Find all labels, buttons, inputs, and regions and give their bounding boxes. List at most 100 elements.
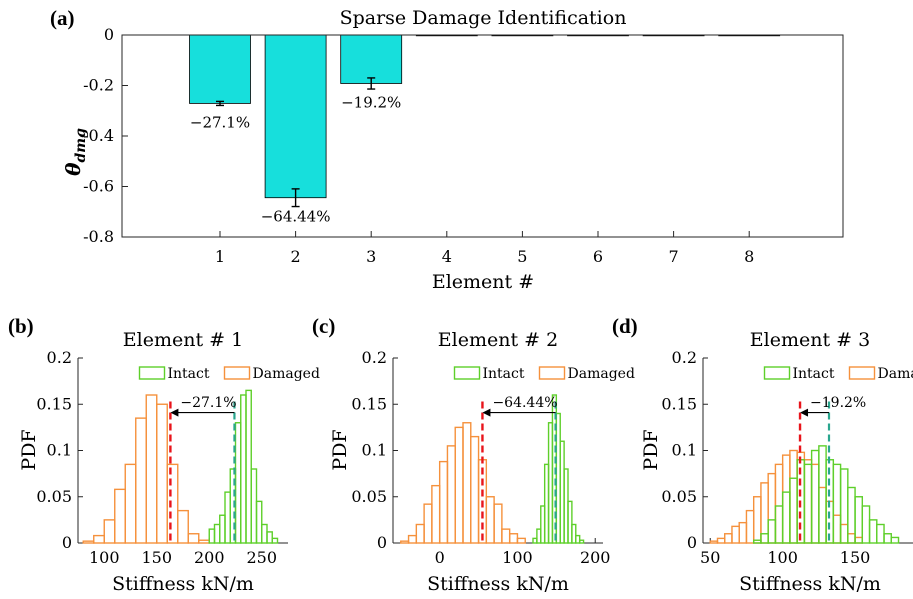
shift-annotation-d: −19.2% (810, 395, 866, 411)
damaged-bin-b (156, 403, 168, 544)
intact-bin-d (760, 533, 769, 544)
y-tick-label-b: 0.15 (36, 394, 72, 413)
x-tick-label-b: 150 (141, 548, 172, 567)
x-axis-label-d: Stiffness kN/m (739, 573, 881, 595)
x-tick-label-d: 150 (840, 548, 871, 567)
x-tick-label-d: 50 (700, 548, 720, 567)
intact-bin-c (578, 539, 585, 544)
damaged-bin-b (145, 394, 158, 544)
damaged-bin-d (818, 486, 827, 544)
intact-bin-d (868, 519, 878, 544)
damaged-bin-c (438, 460, 449, 544)
damaged-bin-b (124, 463, 137, 544)
intact-bin-d (767, 519, 777, 544)
histogram-panel-d: (d) Element # 3 0 0.05 0.1 0.15 0.2 50 100 150 −… (612, 314, 913, 595)
intact-bin-d (890, 536, 900, 544)
damaged-bin-d (781, 454, 791, 544)
intact-bin-d (883, 533, 892, 544)
damaged-bin-d (774, 463, 784, 544)
x-axis-label-b: Stiffness kN/m (112, 573, 254, 595)
y-tick-label-a: -0.8 (83, 227, 114, 246)
x-tick-label-a: 1 (215, 247, 225, 266)
y-tick-label-c: 0.1 (362, 441, 387, 460)
damaged-bin-c (501, 528, 511, 544)
y-tick-label-d: 0 (687, 533, 697, 552)
damaged-bin-c (446, 445, 456, 544)
y-tick-label-c: 0.15 (351, 394, 387, 413)
intact-bin-b (255, 500, 263, 544)
damaged-bin-d (854, 536, 864, 544)
intact-bin-b (234, 422, 242, 544)
shift-arrow-head-c (482, 408, 491, 417)
bar-data-label: −27.1% (190, 113, 250, 131)
y-tick-label-d: 0.05 (661, 487, 697, 506)
intact-bin-d (774, 505, 784, 544)
x-tick-label-b: 100 (89, 548, 120, 567)
x-axis-label-a: Element # (432, 271, 534, 293)
damaged-bin-d (810, 463, 820, 544)
damaged-bin-c (431, 484, 441, 544)
shift-annotation-c: −64.44% (492, 395, 557, 411)
legend-swatch-intact-b (138, 366, 166, 380)
legend-swatch-damaged-d (848, 366, 876, 380)
x-tick-label-a: 8 (744, 247, 754, 266)
intact-bin-d (854, 496, 864, 544)
legend-swatch-intact-d (763, 366, 791, 380)
intact-bin-b (208, 528, 216, 544)
damaged-bin-c (400, 540, 410, 544)
damaged-bin-d (731, 525, 740, 544)
chart-title-d: Element # 3 (750, 329, 870, 351)
damaged-bin-d (803, 459, 813, 544)
intact-bin-d (861, 505, 871, 544)
bar-data-label: −64.44% (261, 208, 331, 226)
damaged-bin-d (832, 514, 842, 544)
damaged-bin-c (493, 503, 503, 544)
damaged-bin-b (135, 417, 147, 544)
y-tick-label-d: 0.2 (672, 348, 697, 367)
damaged-bin-c (485, 496, 495, 544)
legend-label-damaged-c: Damaged (568, 366, 635, 382)
bar-element-2 (264, 34, 327, 199)
damaged-bin-b (198, 539, 210, 544)
damaged-bin-d (789, 449, 798, 544)
intact-bin-d (832, 463, 842, 544)
panel-label-c: (c) (312, 314, 335, 338)
y-tick-label-a: 0 (104, 25, 114, 44)
bar-data-label: −19.2% (341, 93, 401, 111)
intact-bin-d (818, 445, 827, 544)
y-tick-label-b: 0.05 (36, 487, 72, 506)
intact-bin-b (266, 531, 273, 544)
intact-bin-d (839, 468, 849, 544)
legend-label-intact-b: Intact (168, 366, 210, 382)
intact-bin-d (803, 463, 813, 544)
x-tick-label-a: 7 (669, 247, 679, 266)
damaged-bin-d (709, 540, 719, 544)
damaged-bin-c (462, 422, 472, 544)
chart-title-a: Sparse Damage Identification (340, 7, 627, 29)
damaged-bin-d (767, 472, 777, 544)
panel-label-d: (d) (612, 314, 638, 338)
intact-bin-b (245, 389, 252, 544)
damaged-bin-c (407, 534, 418, 544)
y-tick-label-a: -0.2 (83, 76, 114, 95)
damaged-bin-c (508, 533, 519, 544)
y-tick-label-c: 0 (377, 533, 387, 552)
damaged-bin-c (415, 523, 425, 544)
x-tick-label-a: 3 (366, 247, 376, 266)
damaged-bin-b (166, 463, 179, 544)
x-tick-label-c: 0 (435, 548, 445, 567)
intact-bin-c (575, 534, 581, 544)
x-tick-label-b: 200 (194, 548, 225, 567)
y-tick-label-c: 0.05 (351, 487, 387, 506)
x-axis-label-c: Stiffness kN/m (427, 573, 569, 595)
panel-label-a: (a) (50, 6, 75, 30)
y-tick-label-a: -0.4 (83, 126, 114, 145)
chart-title-b: Element # 1 (123, 329, 243, 351)
legend-swatch-damaged-b (223, 366, 251, 380)
y-tick-label-a: -0.6 (83, 177, 114, 196)
histogram-panel-b: (b) Element # 1 0 0.05 0.1 0.15 0.2 100 150 200… (8, 314, 320, 595)
damaged-bin-c (454, 426, 464, 544)
x-tick-label-a: 5 (517, 247, 527, 266)
bar-panel: (a) Sparse Damage Identification 0 -0.2 -0… (50, 6, 844, 293)
